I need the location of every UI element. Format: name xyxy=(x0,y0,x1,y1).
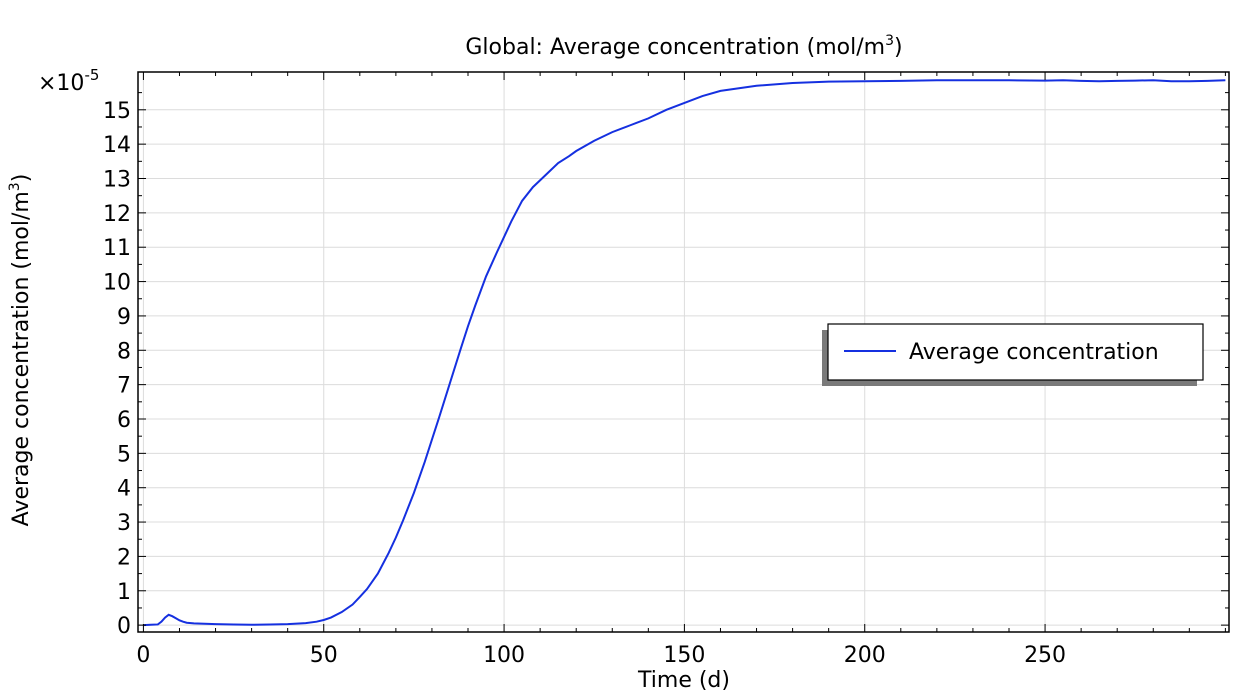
legend-label-average-concentration: Average concentration xyxy=(909,340,1159,365)
y-tick-label-2: 2 xyxy=(117,545,131,570)
y-tick-label-8: 8 xyxy=(117,339,131,364)
y-tick-label-7: 7 xyxy=(117,374,131,399)
y-tick-label-0: 0 xyxy=(117,614,131,639)
y-tick-label-13: 13 xyxy=(103,168,131,193)
x-tick-label-200: 200 xyxy=(844,643,886,668)
series-line-0 xyxy=(143,79,1226,627)
y-tick-label-3: 3 xyxy=(117,511,131,536)
x-tick-label-0: 0 xyxy=(136,643,150,668)
x-tick-label-150: 150 xyxy=(663,643,705,668)
legend: Average concentration xyxy=(822,323,1204,386)
y-tick-label-6: 6 xyxy=(117,408,131,433)
y-tick-label-11: 11 xyxy=(103,236,131,261)
chart-title: Global: Average concentration (mol/m3) xyxy=(465,33,902,60)
y-tick-label-4: 4 xyxy=(117,477,131,502)
y-axis-label-sup: 3 xyxy=(7,182,23,191)
chart-title-suffix: ) xyxy=(894,35,903,60)
x-tick-label-100: 100 xyxy=(483,643,525,668)
y-axis-label: Average concentration (mol/m3) xyxy=(7,174,34,527)
y-tick-label-12: 12 xyxy=(103,202,131,227)
y-multiplier-base: ×10 xyxy=(38,71,84,96)
x-tick-label-250: 250 xyxy=(1024,643,1066,668)
y-tick-label-10: 10 xyxy=(103,271,131,296)
y-tick-label-14: 14 xyxy=(103,133,131,158)
y-tick-label-1: 1 xyxy=(117,580,131,605)
y-multiplier-exp: -5 xyxy=(84,66,99,84)
x-tick-label-50: 50 xyxy=(310,643,338,668)
chart-title-main: Global: Average concentration (mol/m xyxy=(465,35,885,60)
chart-title-sup: 3 xyxy=(885,33,894,49)
y-multiplier: ×10-5 xyxy=(38,66,99,96)
y-axis-label-suffix: ) xyxy=(9,174,34,183)
y-tick-label-15: 15 xyxy=(103,99,131,124)
plot-frame xyxy=(137,71,1230,633)
y-tick-label-5: 5 xyxy=(117,442,131,467)
series-layer xyxy=(143,79,1226,627)
y-tick-label-9: 9 xyxy=(117,305,131,330)
y-axis-label-main: Average concentration (mol/m xyxy=(9,191,34,526)
x-axis-label: Time (d) xyxy=(637,668,730,693)
